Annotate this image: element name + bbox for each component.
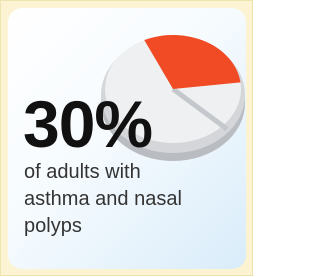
infographic: 30% of adults with asthma and nasal poly… — [0, 0, 253, 276]
stat-caption: of adults with asthma and nasal polyps — [24, 159, 184, 240]
stat-value: 30% — [23, 89, 152, 159]
